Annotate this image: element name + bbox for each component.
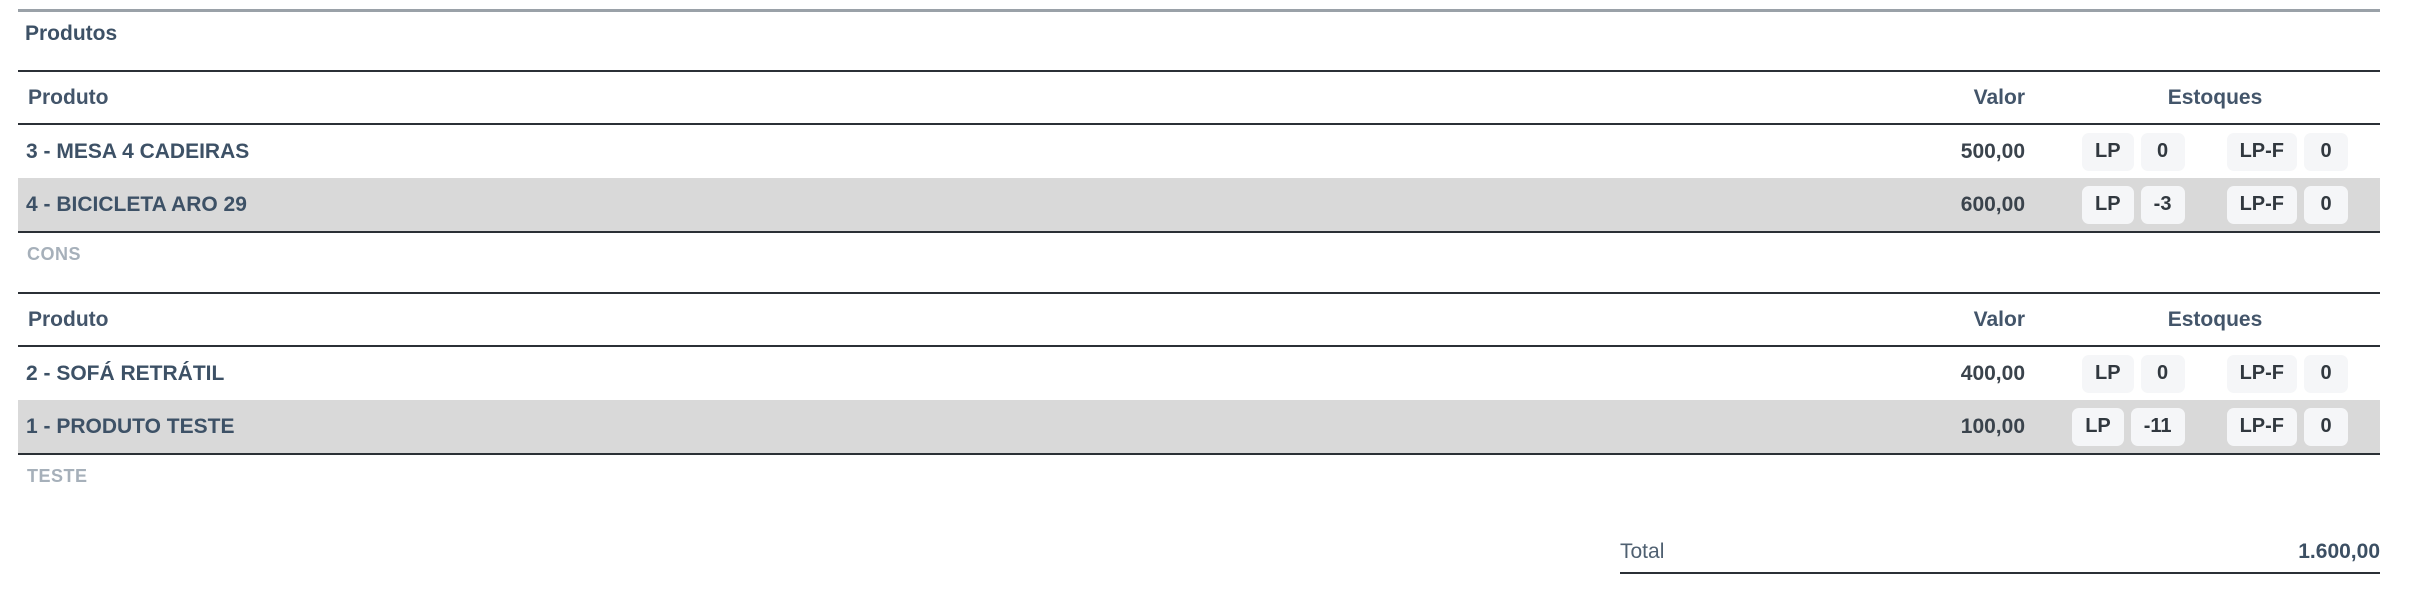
stock-qty-badge: 0 [2140, 354, 2185, 393]
product-group-teste: Produto Valor Estoques 2 - SOFÁ RETRÁTIL… [18, 292, 2380, 485]
product-value-cell: 100,00 [1960, 414, 2025, 438]
stock-label-badge: LP [2082, 185, 2134, 224]
stock-qty-badge: -3 [2140, 185, 2185, 224]
table-row[interactable]: 3 - MESA 4 CADEIRAS 500,00 LP 0 LP-F 0 [18, 125, 2380, 178]
table-body: 2 - SOFÁ RETRÁTIL 400,00 LP 0 LP-F 0 1 -… [18, 347, 2380, 455]
stock-pair-lpf: LP-F 0 [2226, 132, 2348, 171]
stock-pair-lpf: LP-F 0 [2226, 354, 2348, 393]
stock-pair-lp: LP -11 [2072, 407, 2185, 446]
column-header-produto: Produto [28, 85, 109, 109]
product-value-cell: 600,00 [1960, 192, 2025, 216]
total-value: 1.600,00 [2298, 540, 2380, 563]
product-group-cons: Produto Valor Estoques 3 - MESA 4 CADEIR… [18, 70, 2380, 263]
product-name-cell: 2 - SOFÁ RETRÁTIL [26, 361, 225, 385]
stock-pair-lp: LP 0 [2082, 354, 2185, 393]
stock-label-badge: LP-F [2226, 132, 2297, 171]
stock-pair-lpf: LP-F 0 [2226, 407, 2348, 446]
total-row: Total 1.600,00 [1620, 540, 2380, 574]
stock-label-badge: LP-F [2226, 354, 2297, 393]
product-name-cell: 4 - BICICLETA ARO 29 [26, 192, 247, 216]
product-value-cell: 500,00 [1960, 139, 2025, 163]
group-caption: TESTE [27, 466, 88, 486]
stock-pair-lpf: LP-F 0 [2226, 185, 2348, 224]
products-panel: Produtos Produto Valor Estoques 3 - MESA… [0, 9, 2410, 592]
stocks-cell: LP 0 LP-F 0 [2050, 354, 2380, 393]
stock-label-badge: LP [2082, 354, 2134, 393]
table-row[interactable]: 4 - BICICLETA ARO 29 600,00 LP -3 LP-F 0 [18, 178, 2380, 231]
page-title: Produtos [25, 22, 118, 45]
table-body: 3 - MESA 4 CADEIRAS 500,00 LP 0 LP-F 0 4… [18, 125, 2380, 233]
stock-pair-lp: LP 0 [2082, 132, 2185, 171]
table-row[interactable]: 2 - SOFÁ RETRÁTIL 400,00 LP 0 LP-F 0 [18, 347, 2380, 400]
total-label: Total [1620, 540, 1665, 563]
stocks-cell: LP -3 LP-F 0 [2050, 185, 2380, 224]
product-value-cell: 400,00 [1960, 361, 2025, 385]
stock-qty-badge: 0 [2140, 132, 2185, 171]
stock-pair-lp: LP -3 [2082, 185, 2185, 224]
stock-qty-badge: -11 [2130, 407, 2185, 446]
column-header-valor: Valor [1973, 307, 2025, 331]
stock-qty-badge: 0 [2304, 132, 2348, 171]
stock-qty-badge: 0 [2304, 407, 2348, 446]
table-row[interactable]: 1 - PRODUTO TESTE 100,00 LP -11 LP-F 0 [18, 400, 2380, 453]
stock-label-badge: LP [2072, 407, 2124, 446]
stock-qty-badge: 0 [2304, 185, 2348, 224]
stock-label-badge: LP [2082, 132, 2134, 171]
stock-label-badge: LP-F [2226, 185, 2297, 224]
top-divider [18, 9, 2380, 12]
table-header-row: Produto Valor Estoques [18, 292, 2380, 347]
column-header-produto: Produto [28, 307, 109, 331]
product-name-cell: 1 - PRODUTO TESTE [26, 414, 235, 438]
stocks-cell: LP 0 LP-F 0 [2050, 132, 2380, 171]
stock-label-badge: LP-F [2226, 407, 2297, 446]
product-name-cell: 3 - MESA 4 CADEIRAS [26, 139, 250, 163]
column-header-estoques: Estoques [2167, 85, 2263, 109]
column-header-estoques: Estoques [2167, 307, 2263, 331]
column-header-valor: Valor [1973, 85, 2025, 109]
stock-qty-badge: 0 [2304, 354, 2348, 393]
table-header-row: Produto Valor Estoques [18, 70, 2380, 125]
group-caption: CONS [27, 244, 82, 264]
stocks-cell: LP -11 LP-F 0 [2050, 407, 2380, 446]
